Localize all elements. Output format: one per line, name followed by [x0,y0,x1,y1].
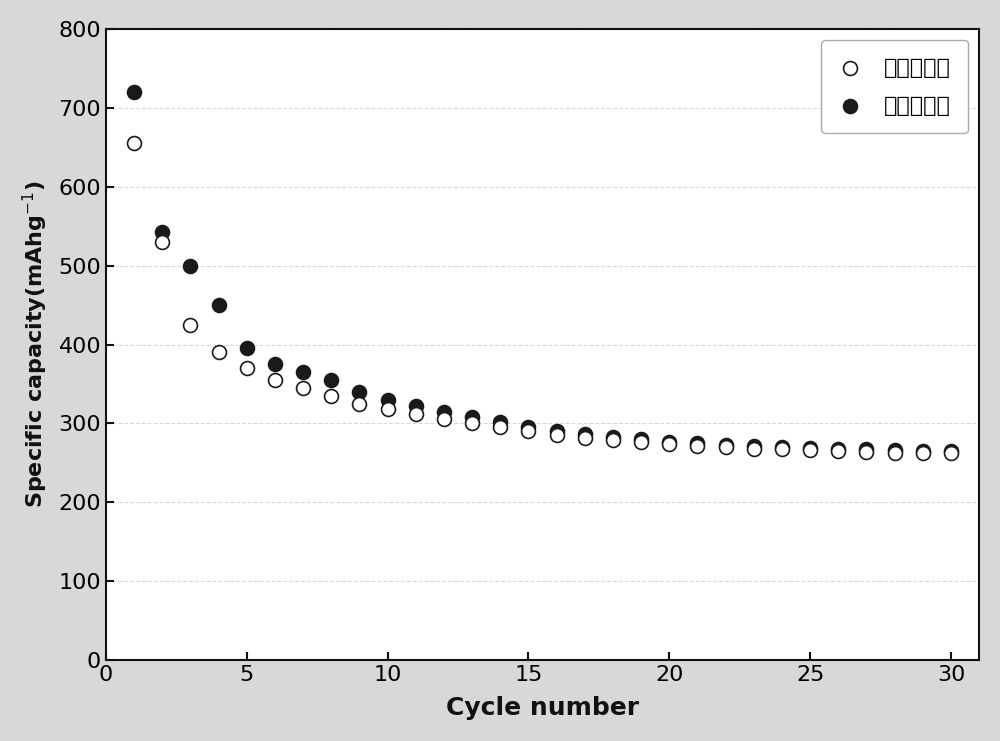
充电比容量 [605,434,621,446]
充电比容量 [774,444,790,456]
放电比容量 [633,433,649,445]
放电比容量 [802,442,818,453]
放电比容量 [520,421,536,433]
充电比容量 [858,446,874,458]
充电比容量 [323,390,339,402]
放电比容量 [323,374,339,386]
放电比容量 [830,443,846,455]
充电比容量 [802,445,818,456]
充电比容量 [661,438,677,450]
放电比容量 [774,441,790,453]
放电比容量 [858,444,874,456]
充电比容量 [436,413,452,425]
放电比容量 [915,445,931,457]
放电比容量 [577,428,593,439]
放电比容量 [351,386,367,398]
放电比容量 [605,431,621,443]
充电比容量 [689,439,705,451]
放电比容量 [549,425,565,436]
放电比容量 [239,342,255,354]
充电比容量 [154,236,170,247]
放电比容量 [436,405,452,417]
充电比容量 [746,443,762,455]
充电比容量 [718,441,734,453]
充电比容量 [351,398,367,410]
放电比容量 [380,393,396,405]
充电比容量 [830,445,846,457]
充电比容量 [492,422,508,433]
放电比容量 [211,299,227,311]
充电比容量 [295,382,311,394]
充电比容量 [633,436,649,448]
放电比容量 [408,400,424,412]
放电比容量 [661,436,677,448]
放电比容量 [718,439,734,451]
X-axis label: Cycle number: Cycle number [446,696,639,720]
充电比容量 [380,403,396,415]
充电比容量 [239,362,255,374]
充电比容量 [915,448,931,459]
Legend: 充电比容量, 放电比容量: 充电比容量, 放电比容量 [821,40,968,133]
放电比容量 [182,259,198,271]
放电比容量 [295,366,311,378]
充电比容量 [464,417,480,429]
充电比容量 [943,448,959,459]
放电比容量 [689,437,705,449]
放电比容量 [126,86,142,98]
放电比容量 [943,445,959,457]
充电比容量 [549,429,565,441]
充电比容量 [182,319,198,330]
充电比容量 [408,408,424,420]
放电比容量 [492,416,508,428]
放电比容量 [464,411,480,423]
充电比容量 [887,447,903,459]
充电比容量 [126,137,142,149]
Y-axis label: Specific capacity(mAhg$^{-1}$): Specific capacity(mAhg$^{-1}$) [21,181,50,508]
放电比容量 [267,359,283,370]
放电比容量 [746,440,762,452]
放电比容量 [887,445,903,456]
充电比容量 [577,432,593,444]
放电比容量 [154,226,170,238]
充电比容量 [267,374,283,386]
充电比容量 [211,347,227,359]
充电比容量 [520,425,536,437]
